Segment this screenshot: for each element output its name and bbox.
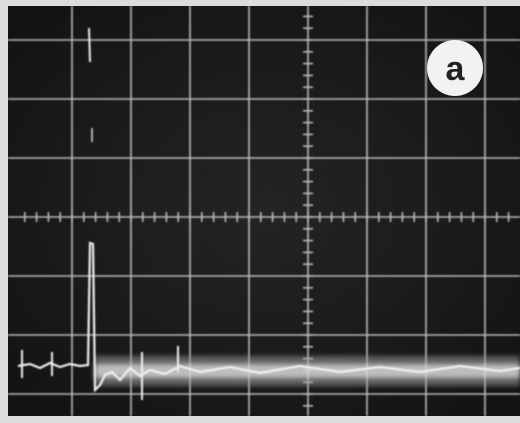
stray-trace <box>89 28 90 62</box>
scope-photo: a <box>0 0 520 423</box>
panel-label: a <box>446 50 466 88</box>
page: a (() => { const data = JSON.parse(docum… <box>0 0 520 423</box>
